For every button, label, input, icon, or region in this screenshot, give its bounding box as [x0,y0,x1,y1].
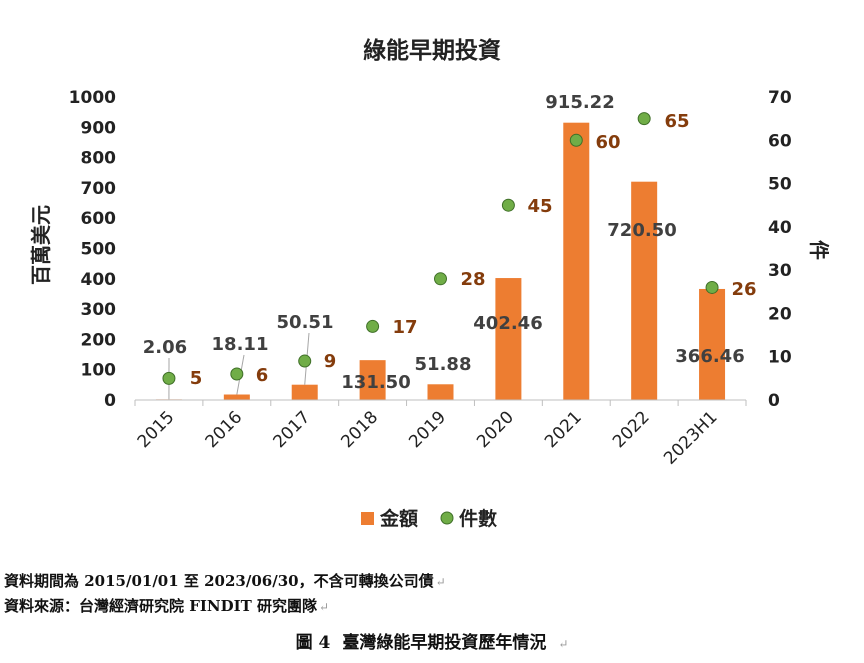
legend-point-label: 件數 [459,507,497,530]
point-2021 [569,133,583,147]
legend-bar-label: 金額 [379,507,418,530]
y-left-tick-label: 800 [81,149,117,169]
x-tick-label: 2021 [541,407,586,452]
point-value-label: 26 [731,279,756,300]
point-2018 [366,319,380,333]
y-left-tick-label: 300 [81,300,117,320]
point-2023H1 [705,280,719,294]
bar-value-label: 50.51 [277,312,334,333]
y-left-tick-label: 100 [81,361,117,381]
y-left-tick-label: 700 [81,179,117,199]
bar-2017 [291,384,318,400]
point-2017 [298,354,312,368]
bar-2021 [563,122,590,400]
point-value-label: 5 [190,368,203,389]
bar-value-label: 402.46 [473,313,542,334]
x-tick-label: 2016 [202,407,247,452]
y-right-tick-label: 20 [768,304,792,324]
bar-value-label: 366.46 [675,346,744,367]
x-tick-label: 2020 [473,407,518,452]
y-right-tick-label: 30 [768,261,792,281]
bar-2022 [631,181,658,400]
point-value-label: 28 [460,269,485,290]
point-value-label: 17 [392,317,417,338]
y-right-tick-label: 50 [768,175,792,195]
caption-title: 臺灣綠能早期投資歷年情況 [342,633,547,653]
x-tick-label: 2019 [405,407,450,452]
legend-point-marker [440,511,454,525]
bar-2016 [223,394,250,400]
point-value-label: 9 [324,351,337,372]
y-right-tick-label: 60 [768,131,792,151]
y-left-tick-label: 400 [81,270,117,290]
y-right-tick-label: 0 [768,391,780,411]
y-left-tick-label: 200 [81,330,117,350]
figure-caption: 圖 4 臺灣綠能早期投資歷年情況 ↵ [295,633,569,653]
y-left-tick-label: 500 [81,240,117,260]
axes-layer [134,399,747,406]
point-value-label: 45 [527,196,552,217]
x-tick-label: 2015 [134,407,179,452]
y-left-tick-label: 0 [104,391,116,411]
bar-value-label: 2.06 [143,337,187,358]
point-value-label: 6 [256,365,269,386]
y-left-tick-label: 600 [81,209,117,229]
point-value-label: 60 [595,132,620,153]
bar-value-label: 720.50 [607,220,676,241]
x-tick-label: 2023H1 [660,407,721,468]
bar-value-label: 51.88 [415,354,472,375]
y-right-axis-title: 件 [807,240,831,260]
y-left-tick-label: 900 [81,118,117,138]
bar-value-label: 131.50 [341,372,410,393]
y-left-tick-label: 1000 [69,88,116,108]
x-tick-label: 2018 [337,407,382,452]
y-right-tick-label: 70 [768,88,792,108]
bar-value-label: 915.22 [545,92,614,113]
bar-2018 [359,360,386,400]
data-source-note: 資料來源：台灣經濟研究院 FINDIT 研究團隊 ↵ [4,597,330,615]
bar-2023H1 [699,288,726,400]
x-tick-label: 2022 [609,407,654,452]
y-right-tick-label: 40 [768,218,792,238]
point-value-label: 65 [664,111,689,132]
x-tick-label: 2017 [270,407,315,452]
point-2016 [230,367,244,381]
caption-number: 圖 4 [295,633,331,653]
data-period-note: 資料期間為 2015/01/01 至 2023/06/30，不含可轉換公司債 ↵ [4,572,446,590]
bar-2020 [495,278,522,400]
y-right-tick-label: 10 [768,348,792,368]
bar-value-label: 18.11 [212,334,269,355]
points-layer [162,112,719,385]
point-2022 [637,112,651,126]
point-2020 [501,198,515,212]
point-2015 [162,371,176,385]
legend-bar-swatch [361,512,374,525]
bar-2019 [427,384,454,400]
chart-title: 綠能早期投資 [363,37,501,64]
point-2019 [434,272,447,286]
bars-layer [155,122,726,400]
y-left-axis-title: 百萬美元 [29,205,53,285]
